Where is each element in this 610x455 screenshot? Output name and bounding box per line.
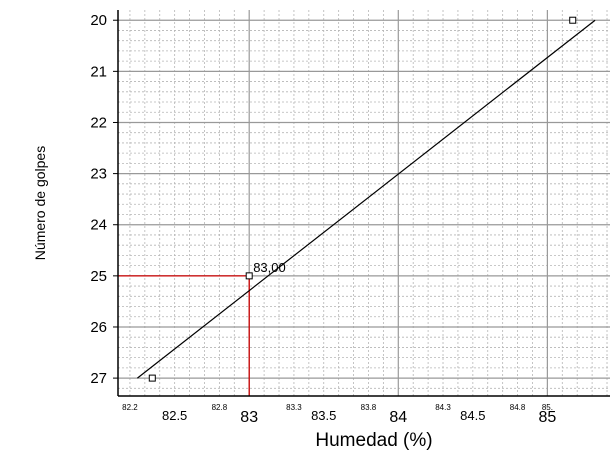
data-points (148, 16, 577, 382)
y-tick-label: 27 (90, 370, 107, 387)
x-tick-label-mid: 83.5 (311, 408, 336, 423)
fit-line-group (137, 19, 596, 379)
x-tick-label-small: 82.2 (122, 403, 138, 412)
x-tick-label-small: 83.3 (286, 403, 302, 412)
axes (113, 10, 610, 397)
x-tick-label-mid: 84.5 (460, 408, 485, 423)
y-tick-labels: 20 21 22 23 24 25 26 27 (90, 12, 107, 387)
x-tick-label-small: 84.3 (435, 403, 451, 412)
data-point (245, 272, 253, 280)
y-tick-label: 23 (90, 166, 107, 183)
x-tick-label-major: 84 (389, 409, 407, 426)
x-tick-label-small: 83.8 (361, 403, 377, 412)
y-tick-label: 22 (90, 114, 107, 131)
x-axis-label: Humedad (%) (315, 430, 432, 451)
point-annotation: 83,00 (253, 260, 286, 275)
x-tick-labels: 83 84 85 82.5 83.5 84.5 82.2 82.8 83.3 83.8 84.3 84… (122, 403, 556, 426)
y-axis-label: Número de golpes (32, 146, 48, 260)
x-tick-label-small: 85. (542, 403, 553, 412)
y-tick-label: 26 (90, 319, 107, 336)
y-tick-label: 24 (90, 217, 107, 234)
reference-lines (118, 275, 250, 396)
grid-minor (118, 10, 610, 396)
x-tick-label-mid: 82.5 (162, 408, 187, 423)
x-tick-label-major: 85 (538, 409, 556, 426)
data-point (148, 374, 156, 382)
y-tick-label: 21 (90, 63, 107, 80)
fit-line (137, 19, 596, 379)
x-tick-label-small: 82.8 (212, 403, 228, 412)
data-point (569, 16, 577, 24)
y-tick-label: 25 (90, 268, 107, 285)
x-tick-label-major: 83 (240, 409, 258, 426)
x-tick-label-small: 84.8 (510, 403, 526, 412)
grid-major (118, 10, 610, 396)
y-tick-label: 20 (90, 12, 107, 29)
